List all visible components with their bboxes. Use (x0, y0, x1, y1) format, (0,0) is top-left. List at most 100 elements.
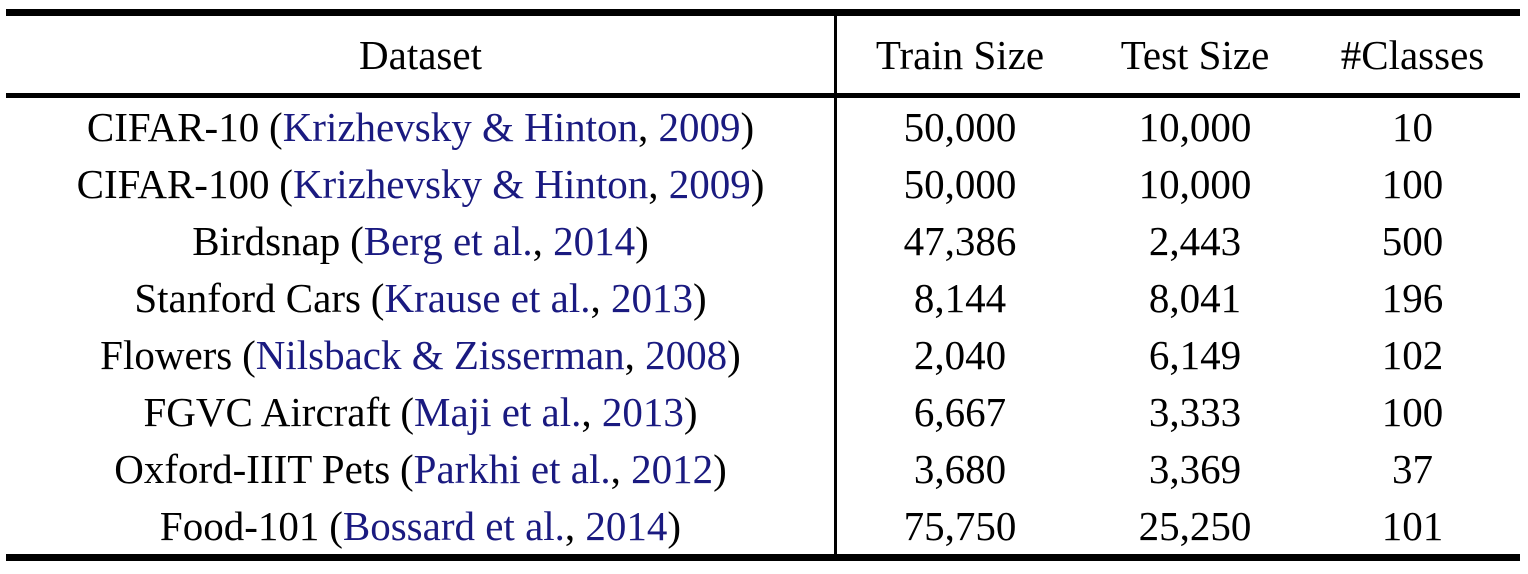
citation-open-paren: ( (242, 331, 256, 378)
dataset-cell: Flowers (Nilsback & Zisserman, 2008) (6, 331, 835, 379)
test-size-cell: 3,333 (1148, 388, 1242, 435)
num-classes-cell: 10 (1392, 103, 1433, 150)
citation-authors-link[interactable]: Krizhevsky & Hinton (292, 160, 649, 207)
citation-authors-link[interactable]: Maji et al. (414, 388, 582, 435)
citation-open-paren: ( (370, 274, 385, 321)
dataset-cell: Food-101 (Bossard et al., 2014) (6, 502, 835, 550)
train-size-cell: 2,040 (913, 331, 1007, 378)
dataset-name: Birdsnap (192, 217, 341, 264)
dataset-cell: Oxford-IIIT Pets (Parkhi et al., 2012) (6, 445, 835, 493)
dataset-cell: Birdsnap (Berg et al., 2014) (6, 217, 835, 265)
test-size-cell: 3,369 (1148, 445, 1242, 492)
citation-year-link[interactable]: 2014 (585, 502, 668, 549)
test-size-cell: 8,041 (1148, 274, 1242, 321)
num-classes-cell: 102 (1381, 331, 1444, 378)
citation-year-link[interactable]: 2009 (668, 160, 751, 207)
dataset-name: Oxford-IIIT Pets (114, 445, 391, 492)
dataset-cell: Stanford Cars (Krause et al., 2013) (6, 274, 835, 322)
column-header-train-size: Train Size (875, 31, 1045, 78)
table-row: Food-101 (Bossard et al., 2014) 75,750 25… (6, 497, 1520, 554)
citation-open-paren: ( (279, 160, 293, 207)
table-bottom-rule (6, 554, 1520, 561)
test-size-cell: 25,250 (1138, 502, 1252, 549)
num-classes-cell: 37 (1392, 445, 1433, 492)
dataset-name: CIFAR-100 (76, 160, 270, 207)
citation-authors-link[interactable]: Krause et al. (384, 274, 591, 321)
train-size-cell: 8,144 (913, 274, 1007, 321)
citation-authors-link[interactable]: Berg et al. (363, 217, 533, 264)
citation-comma: , (564, 502, 586, 549)
dataset-name: Flowers (100, 331, 233, 378)
dataset-name: CIFAR-10 (86, 103, 260, 150)
table-row: Birdsnap (Berg et al., 2014) 47,386 2,443… (6, 212, 1520, 269)
test-size-cell: 10,000 (1138, 103, 1252, 150)
citation-open-paren: ( (269, 103, 283, 150)
dataset-cell: FGVC Aircraft (Maji et al., 2013) (6, 388, 835, 436)
table-row: Oxford-IIIT Pets (Parkhi et al., 2012) 3,… (6, 440, 1520, 497)
table-header-rule (6, 93, 1520, 98)
train-size-cell: 3,680 (913, 445, 1007, 492)
dataset-name: Food-101 (159, 502, 320, 549)
citation-close-paren: ) (692, 274, 707, 321)
citation-authors-link[interactable]: Parkhi et al. (413, 445, 611, 492)
dataset-statistics-table: Dataset Train Size Test Size #Classes CI… (6, 9, 1520, 561)
num-classes-cell: 100 (1381, 160, 1444, 207)
citation-close-paren: ) (713, 445, 727, 492)
train-size-cell: 6,667 (913, 388, 1007, 435)
dataset-cell: CIFAR-10 (Krizhevsky & Hinton, 2009) (6, 103, 835, 151)
column-divider-line (834, 16, 837, 554)
citation-year-link[interactable]: 2012 (631, 445, 714, 492)
num-classes-cell: 500 (1381, 217, 1444, 264)
test-size-cell: 2,443 (1148, 217, 1242, 264)
train-size-cell: 50,000 (903, 160, 1017, 207)
table-row: CIFAR-100 (Krizhevsky & Hinton, 2009) 50,… (6, 155, 1520, 212)
citation-comma: , (610, 445, 632, 492)
citation-comma: , (638, 103, 659, 150)
citation-comma: , (648, 160, 669, 207)
citation-comma: , (590, 274, 611, 321)
citation-year-link[interactable]: 2014 (553, 217, 636, 264)
citation-close-paren: ) (740, 103, 755, 150)
citation-open-paren: ( (329, 502, 343, 549)
citation-open-paren: ( (399, 445, 414, 492)
citation-close-paren: ) (683, 388, 698, 435)
num-classes-cell: 100 (1381, 388, 1444, 435)
test-size-cell: 10,000 (1138, 160, 1252, 207)
citation-year-link[interactable]: 2008 (645, 331, 728, 378)
citation-comma: , (532, 217, 554, 264)
citation-year-link[interactable]: 2013 (610, 274, 693, 321)
dataset-name: Stanford Cars (134, 274, 361, 321)
num-classes-cell: 196 (1381, 274, 1444, 321)
citation-close-paren: ) (750, 160, 765, 207)
test-size-cell: 6,149 (1148, 331, 1242, 378)
train-size-cell: 47,386 (903, 217, 1017, 264)
citation-year-link[interactable]: 2013 (601, 388, 684, 435)
citation-year-link[interactable]: 2009 (658, 103, 741, 150)
table-top-rule (6, 9, 1520, 16)
train-size-cell: 50,000 (903, 103, 1017, 150)
citation-comma: , (624, 331, 646, 378)
column-header-test-size: Test Size (1120, 31, 1270, 78)
dataset-cell: CIFAR-100 (Krizhevsky & Hinton, 2009) (6, 160, 835, 208)
citation-authors-link[interactable]: Nilsback & Zisserman (255, 331, 625, 378)
column-header-num-classes: #Classes (1340, 31, 1485, 78)
citation-close-paren: ) (635, 217, 649, 264)
num-classes-cell: 101 (1381, 502, 1444, 549)
citation-close-paren: ) (727, 331, 741, 378)
citation-open-paren: ( (400, 388, 415, 435)
citation-close-paren: ) (667, 502, 682, 549)
table-row: Stanford Cars (Krause et al., 2013) 8,144… (6, 269, 1520, 326)
train-size-cell: 75,750 (903, 502, 1017, 549)
citation-authors-link[interactable]: Krizhevsky & Hinton (282, 103, 638, 150)
dataset-name: FGVC Aircraft (143, 388, 391, 435)
citation-open-paren: ( (350, 217, 364, 264)
citation-authors-link[interactable]: Bossard et al. (342, 502, 565, 549)
table-row: Flowers (Nilsback & Zisserman, 2008) 2,04… (6, 326, 1520, 383)
table-body: CIFAR-10 (Krizhevsky & Hinton, 2009) 50,0… (6, 98, 1520, 554)
column-header-dataset: Dataset (359, 31, 482, 78)
table-header-row: Dataset Train Size Test Size #Classes (6, 16, 1520, 93)
table-row: FGVC Aircraft (Maji et al., 2013) 6,667 3… (6, 383, 1520, 440)
table-row: CIFAR-10 (Krizhevsky & Hinton, 2009) 50,0… (6, 98, 1520, 155)
citation-comma: , (581, 388, 602, 435)
